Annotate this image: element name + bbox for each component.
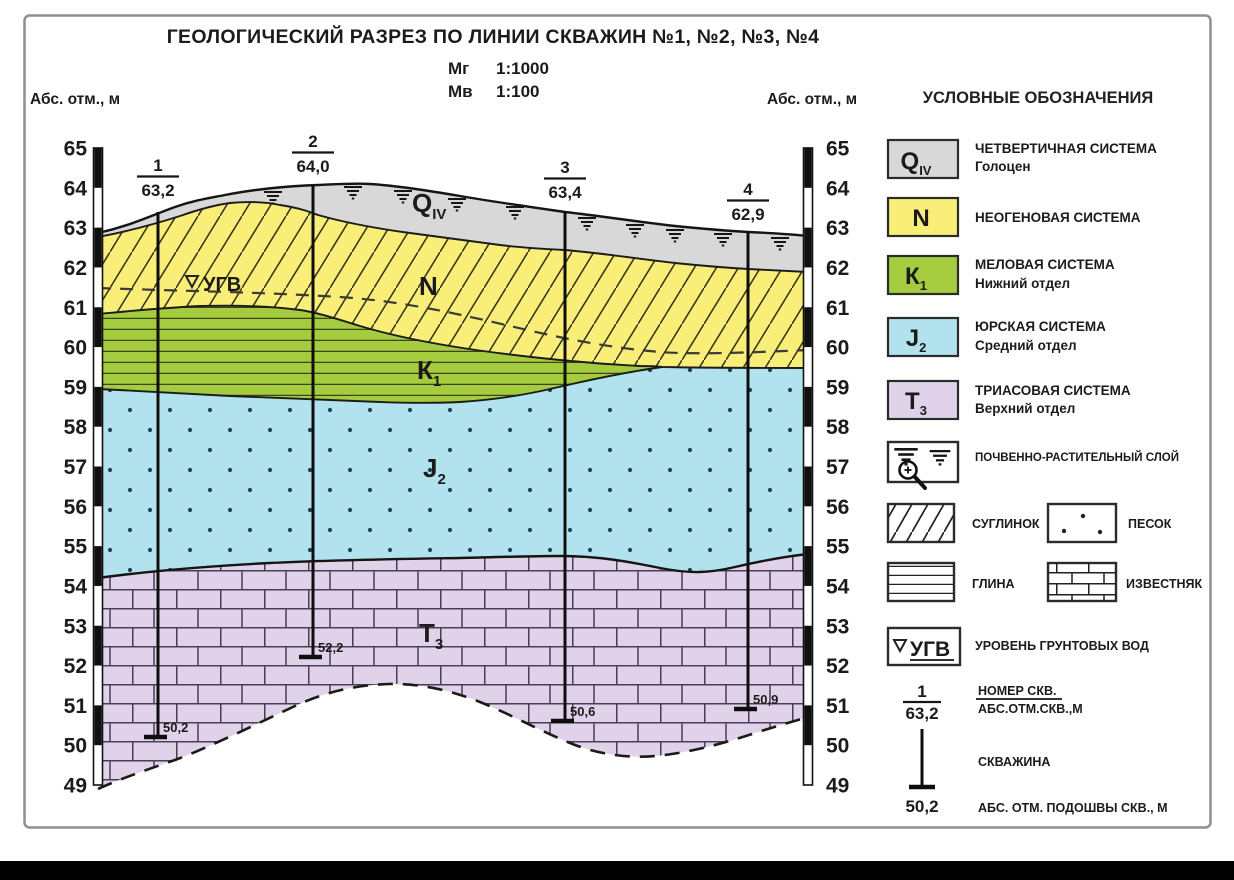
svg-text:1: 1 [917, 682, 926, 701]
ruler-segment [94, 705, 101, 745]
axis-label-left-58: 58 [64, 416, 88, 439]
axis-title-right: Абс. отм., м [767, 91, 857, 108]
axis-label-left-55: 55 [64, 536, 88, 559]
ruler-segment [804, 546, 811, 586]
axis-label-right-53: 53 [826, 615, 849, 638]
axis-label-right-61: 61 [826, 297, 850, 320]
borehole-1-bottom-elevation: 50,2 [163, 720, 188, 735]
axis-title-left: Абс. отм., м [30, 91, 120, 108]
borehole-1-top-elevation: 63,2 [141, 181, 174, 200]
ruler-segment [804, 307, 811, 347]
ruler-segment [94, 148, 101, 188]
axis-label-right-63: 63 [826, 217, 849, 240]
borehole-1-number: 1 [153, 156, 162, 175]
borehole-3-number: 3 [560, 158, 569, 177]
axis-label-left-53: 53 [64, 615, 87, 638]
axis-label-right-62: 62 [826, 257, 849, 280]
axis-label-left-65: 65 [64, 138, 88, 161]
legend-title: УСЛОВНЫЕ ОБОЗНАЧЕНИЯ [923, 89, 1153, 107]
ruler-segment [804, 705, 811, 745]
svg-text:УРОВЕНЬ ГРУНТОВЫХ ВОД: УРОВЕНЬ ГРУНТОВЫХ ВОД [975, 639, 1149, 653]
label-neogene: N [419, 271, 438, 301]
axis-label-right-54: 54 [826, 575, 850, 598]
svg-text:СУГЛИНОК: СУГЛИНОК [972, 517, 1040, 531]
svg-text:АБС.ОТМ.СКВ.,М: АБС.ОТМ.СКВ.,М [978, 702, 1083, 716]
axis-label-left-62: 62 [64, 257, 87, 280]
axis-label-right-50: 50 [826, 735, 849, 758]
geological-cross-section-figure: ГЕОЛОГИЧЕСКИЙ РАЗРЕЗ ПО ЛИНИИ СКВАЖИН №1… [0, 0, 1234, 880]
scale-vertical-value: 1:100 [496, 82, 539, 101]
svg-text:ГЛИНА: ГЛИНА [972, 577, 1015, 591]
page-title: ГЕОЛОГИЧЕСКИЙ РАЗРЕЗ ПО ЛИНИИ СКВАЖИН №1… [167, 24, 820, 48]
scale-horizontal-label: Мг [448, 59, 469, 78]
borehole-2-number: 2 [308, 132, 317, 151]
axis-label-right-58: 58 [826, 416, 850, 439]
svg-text:ПОЧВЕННО-РАСТИТЕЛЬНЫЙ СЛОЙ: ПОЧВЕННО-РАСТИТЕЛЬНЫЙ СЛОЙ [975, 451, 1179, 464]
borehole-3-top-elevation: 63,4 [548, 183, 582, 202]
ruler-segment [94, 546, 101, 586]
axis-label-left-52: 52 [64, 655, 87, 678]
axis-label-right-49: 49 [826, 775, 849, 798]
ruler-segment [804, 467, 811, 507]
svg-text:ИЗВЕСТНЯК: ИЗВЕСТНЯК [1126, 577, 1203, 591]
svg-text:НЕОГЕНОВАЯ СИСТЕМА: НЕОГЕНОВАЯ СИСТЕМА [975, 210, 1141, 225]
borehole-2-bottom-elevation: 52,2 [318, 640, 343, 655]
borehole-4-bottom-elevation: 50,9 [753, 692, 778, 707]
svg-text:Голоцен: Голоцен [975, 159, 1031, 174]
axis-label-left-64: 64 [64, 177, 88, 200]
scale-horizontal-value: 1:1000 [496, 59, 549, 78]
axis-label-left-57: 57 [64, 456, 87, 479]
ruler-segment [94, 307, 101, 347]
axis-label-right-52: 52 [826, 655, 849, 678]
axis-label-right-64: 64 [826, 177, 850, 200]
svg-text:Средний отдел: Средний отдел [975, 338, 1077, 353]
axis-label-left-54: 54 [64, 575, 88, 598]
figure-canvas: ГЕОЛОГИЧЕСКИЙ РАЗРЕЗ ПО ЛИНИИ СКВАЖИН №1… [0, 0, 1234, 880]
svg-text:Верхний отдел: Верхний отдел [975, 401, 1075, 416]
svg-text:63,2: 63,2 [905, 704, 938, 723]
axis-label-left-50: 50 [64, 735, 87, 758]
ruler-segment [804, 228, 811, 268]
svg-text:ЧЕТВЕРТИЧНАЯ СИСТЕМА: ЧЕТВЕРТИЧНАЯ СИСТЕМА [975, 141, 1157, 156]
borehole-2-top-elevation: 64,0 [296, 157, 329, 176]
ruler-segment [804, 148, 811, 188]
svg-text:СКВАЖИНА: СКВАЖИНА [978, 755, 1050, 769]
axis-label-left-49: 49 [64, 775, 87, 798]
axis-label-right-55: 55 [826, 536, 850, 559]
borehole-4-top-elevation: 62,9 [731, 205, 764, 224]
ruler-segment [804, 387, 811, 427]
borehole-4-number: 4 [743, 180, 753, 199]
ruler-segment [94, 626, 101, 666]
svg-text:N: N [912, 205, 929, 232]
svg-text:ЮРСКАЯ СИСТЕМА: ЮРСКАЯ СИСТЕМА [975, 319, 1106, 334]
svg-text:50,2: 50,2 [905, 797, 938, 816]
axis-label-right-60: 60 [826, 337, 849, 360]
svg-text:УГВ: УГВ [910, 638, 950, 661]
axis-label-left-63: 63 [64, 217, 87, 240]
axis-label-right-65: 65 [826, 138, 850, 161]
axis-label-left-56: 56 [64, 496, 87, 519]
axis-label-left-60: 60 [64, 337, 87, 360]
svg-text:ПЕСОК: ПЕСОК [1128, 517, 1172, 531]
svg-text:Нижний отдел: Нижний отдел [975, 276, 1070, 291]
ugv-text: УГВ [203, 274, 241, 296]
ruler-segment [94, 228, 101, 268]
bottom-black-bar [0, 861, 1234, 880]
svg-text:АБС. ОТМ. ПОДОШВЫ СКВ., М: АБС. ОТМ. ПОДОШВЫ СКВ., М [978, 801, 1168, 815]
svg-text:ТРИАСОВАЯ СИСТЕМА: ТРИАСОВАЯ СИСТЕМА [975, 383, 1131, 398]
scale-vertical-label: Мв [448, 82, 473, 101]
axis-label-right-56: 56 [826, 496, 849, 519]
axis-label-right-51: 51 [826, 695, 850, 718]
axis-label-left-61: 61 [64, 297, 88, 320]
ruler-segment [94, 467, 101, 507]
ruler-segment [94, 387, 101, 427]
axis-label-right-57: 57 [826, 456, 849, 479]
svg-text:НОМЕР СКВ.: НОМЕР СКВ. [978, 684, 1056, 698]
svg-text:МЕЛОВАЯ СИСТЕМА: МЕЛОВАЯ СИСТЕМА [975, 257, 1115, 272]
ruler-segment [804, 626, 811, 666]
borehole-3-bottom-elevation: 50,6 [570, 704, 595, 719]
axis-label-left-59: 59 [64, 376, 87, 399]
axis-label-left-51: 51 [64, 695, 88, 718]
axis-label-right-59: 59 [826, 376, 849, 399]
